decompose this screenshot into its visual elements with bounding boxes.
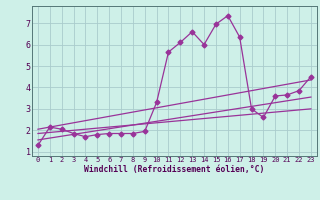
X-axis label: Windchill (Refroidissement éolien,°C): Windchill (Refroidissement éolien,°C) xyxy=(84,165,265,174)
